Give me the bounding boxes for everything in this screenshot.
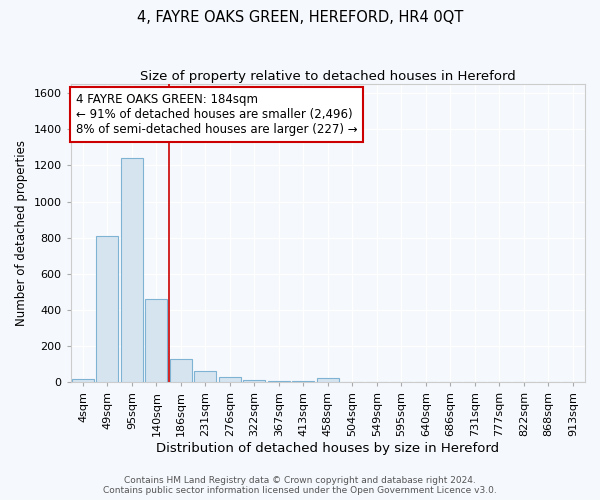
Bar <box>219 377 241 382</box>
Bar <box>194 370 217 382</box>
Bar <box>244 380 265 382</box>
Text: 4, FAYRE OAKS GREEN, HEREFORD, HR4 0QT: 4, FAYRE OAKS GREEN, HEREFORD, HR4 0QT <box>137 10 463 25</box>
Text: 4 FAYRE OAKS GREEN: 184sqm
← 91% of detached houses are smaller (2,496)
8% of se: 4 FAYRE OAKS GREEN: 184sqm ← 91% of deta… <box>76 93 358 136</box>
Title: Size of property relative to detached houses in Hereford: Size of property relative to detached ho… <box>140 70 516 83</box>
Bar <box>97 236 118 382</box>
Bar <box>72 378 94 382</box>
Y-axis label: Number of detached properties: Number of detached properties <box>15 140 28 326</box>
Bar <box>317 378 339 382</box>
X-axis label: Distribution of detached houses by size in Hereford: Distribution of detached houses by size … <box>156 442 499 455</box>
Bar <box>145 299 167 382</box>
Bar <box>170 359 192 382</box>
Text: Contains HM Land Registry data © Crown copyright and database right 2024.
Contai: Contains HM Land Registry data © Crown c… <box>103 476 497 495</box>
Bar <box>121 158 143 382</box>
